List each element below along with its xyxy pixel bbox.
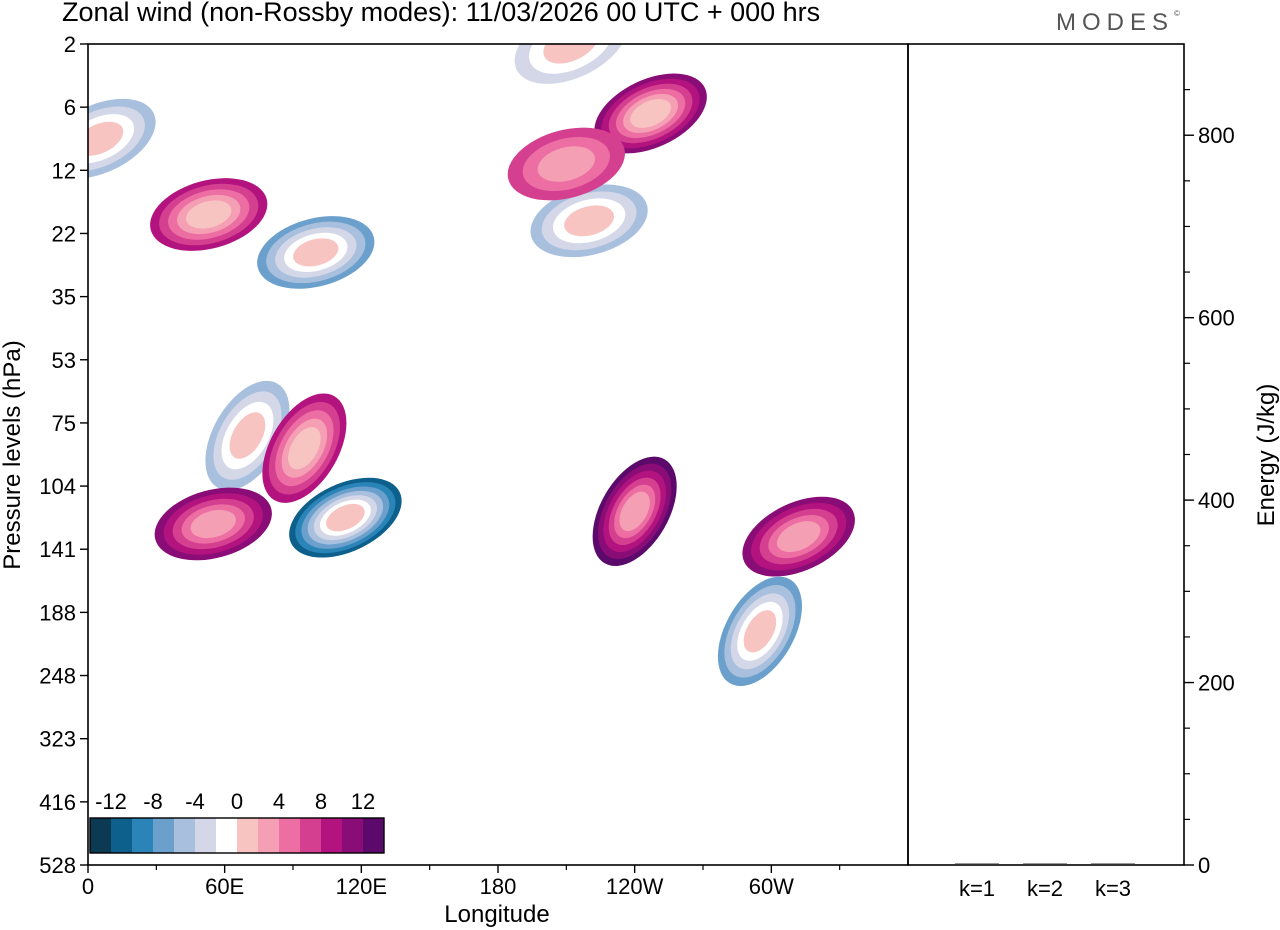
- energy-category-label: k=3: [1095, 876, 1131, 901]
- colorbar-swatch: [279, 818, 300, 853]
- wind-feature: [257, 216, 375, 289]
- x-tick-label: 120W: [606, 874, 664, 899]
- wind-feature: [514, 44, 628, 84]
- energy-bar: [955, 863, 999, 865]
- colorbar-swatch: [258, 818, 279, 853]
- contour-band: [543, 44, 599, 64]
- y-tick-label: 12: [52, 158, 76, 183]
- energy-tick-label: 800: [1198, 123, 1235, 148]
- y-tick-label: 75: [52, 411, 76, 436]
- contour-band: [88, 121, 124, 156]
- colorbar-swatch: [342, 818, 363, 853]
- colorbar-swatch: [216, 818, 237, 853]
- contour-band: [564, 205, 615, 237]
- contour-band: [743, 610, 777, 653]
- logo-text: MODES: [1056, 9, 1175, 36]
- y-tick-label: 104: [39, 474, 76, 499]
- chart-title: Zonal wind (non-Rossby modes): 11/03/202…: [62, 0, 821, 27]
- colorbar-swatch: [195, 818, 216, 853]
- contour-band: [619, 491, 650, 532]
- y-tick-label: 22: [52, 221, 76, 246]
- contour-band: [537, 146, 595, 182]
- contour-band: [186, 200, 232, 229]
- colorbar-swatch: [237, 818, 258, 853]
- x-axis-title: Longitude: [444, 901, 549, 928]
- colorbar-label: -8: [143, 789, 163, 814]
- energy-bar: [1023, 863, 1067, 865]
- colorbar-label: -4: [185, 789, 205, 814]
- colorbar-label: 12: [351, 789, 375, 814]
- pressure-axis: 2 6 12 22 35 53 75 104 141 188 248 323 416 528: [39, 32, 88, 878]
- colorbar-frame: [89, 817, 385, 854]
- energy-category-label: k=1: [959, 876, 995, 901]
- wind-feature: [154, 487, 272, 561]
- y-tick-label: 528: [39, 853, 76, 878]
- y-tick-label: 6: [64, 95, 76, 120]
- colorbar: -12 -8 -4 0 4 8 12: [89, 789, 385, 854]
- energy-axis-title: Energy (J/kg): [1253, 384, 1280, 527]
- y-tick-label: 248: [39, 664, 76, 689]
- y-tick-label: 188: [39, 600, 76, 625]
- x-tick-label: 60W: [749, 874, 794, 899]
- energy-bar: [1091, 863, 1135, 865]
- colorbar-label: 8: [315, 789, 327, 814]
- x-tick-label: 120E: [336, 874, 387, 899]
- energy-axis: 0 200 400 600 800: [1184, 89, 1235, 878]
- modes-logo: MODES©: [1056, 9, 1180, 37]
- contour-band: [293, 238, 339, 267]
- wind-feature: [289, 477, 402, 558]
- colorbar-swatch: [153, 818, 174, 853]
- y-tick-label: 35: [52, 285, 76, 310]
- energy-tick-label: 200: [1198, 671, 1235, 696]
- colorbar-swatch: [111, 818, 132, 853]
- colorbar-swatch: [300, 818, 321, 853]
- wind-feature: [742, 496, 855, 577]
- wind-feature: [530, 184, 648, 258]
- x-tick-label: 180: [480, 874, 517, 899]
- energy-frame: [907, 43, 1185, 866]
- y-tick-label: 141: [39, 537, 76, 562]
- contour-band: [776, 521, 821, 553]
- contour-band: [190, 509, 236, 539]
- logo-mark: ©: [1174, 9, 1180, 18]
- energy-tick-label: 600: [1198, 306, 1235, 331]
- colorbar-swatch: [90, 818, 111, 853]
- contour-band: [288, 427, 321, 470]
- wind-feature: [717, 576, 802, 687]
- wind-feature: [507, 127, 625, 201]
- contour-band: [229, 412, 266, 459]
- colorbar-label: -12: [95, 789, 127, 814]
- energy-tick-label: 0: [1198, 853, 1210, 878]
- longitude-axis: 0 60E 120E 180 120W 60W: [82, 865, 841, 899]
- colorbar-label: 4: [273, 789, 285, 814]
- energy-category-label: k=2: [1027, 876, 1063, 901]
- x-tick-label: 0: [82, 874, 94, 899]
- colorbar-label: 0: [231, 789, 243, 814]
- y-tick-label: 2: [64, 32, 76, 57]
- energy-tick-label: 400: [1198, 488, 1235, 513]
- colorbar-swatch: [174, 818, 195, 853]
- wind-feature: [262, 393, 347, 503]
- y-axis-title: Pressure levels (hPa): [0, 340, 26, 569]
- wind-feature: [592, 456, 677, 567]
- y-tick-label: 53: [52, 348, 76, 373]
- colorbar-swatch: [132, 818, 153, 853]
- energy-bars: k=1 k=2 k=3: [955, 863, 1135, 901]
- wind-feature: [88, 98, 156, 179]
- colorbar-swatch: [363, 818, 384, 853]
- colorbar-swatch: [321, 818, 342, 853]
- wind-feature: [150, 178, 268, 251]
- y-tick-label: 323: [39, 727, 76, 752]
- y-tick-label: 416: [39, 790, 76, 815]
- contour-band: [630, 99, 671, 128]
- zonal-wind-contours: [88, 44, 855, 687]
- contour-band: [326, 503, 365, 532]
- x-tick-label: 60E: [205, 874, 244, 899]
- wind-feature: [594, 73, 707, 154]
